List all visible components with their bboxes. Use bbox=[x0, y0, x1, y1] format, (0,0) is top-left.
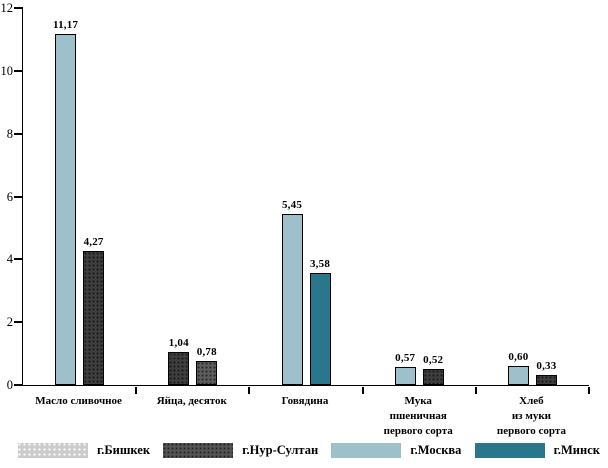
y-axis-tick bbox=[14, 7, 23, 9]
y-axis-tick-label: 4 bbox=[6, 252, 13, 267]
x-axis-tick bbox=[474, 387, 477, 394]
y-axis-tick-label: 0 bbox=[6, 378, 13, 392]
y-axis-tick-label: 8 bbox=[6, 126, 13, 141]
category-label: Говядина bbox=[281, 395, 329, 407]
category-group: 5,45 3,58 bbox=[249, 8, 362, 385]
legend-label: г.Минск bbox=[553, 443, 600, 457]
bar-г.Бишкек: 0,78 bbox=[196, 346, 218, 385]
bar-value-label: 4,27 bbox=[83, 235, 104, 248]
bar-value-label: 0,60 bbox=[508, 351, 529, 364]
x-labels-row: Масло сливочное Яйца, десяток Говядина Мука… bbox=[22, 394, 588, 439]
legend-label: г.Бишкек bbox=[97, 443, 151, 457]
y-axis-tick bbox=[14, 69, 23, 72]
category-label: Мука пшеничная первого сорта bbox=[383, 395, 453, 437]
legend-item: г.Бишкек bbox=[18, 443, 150, 458]
bar-г.Москва: 5,45 bbox=[281, 199, 303, 385]
category-label: Яйца, десяток bbox=[156, 395, 227, 407]
bar-г.Нур-Султан: 0,33 bbox=[535, 360, 557, 385]
legend-swatch bbox=[474, 443, 545, 458]
bar-value-label: 0,57 bbox=[395, 352, 416, 365]
bar-г.Нур-Султан: 0,52 bbox=[422, 354, 444, 385]
bar-г.Москва: 11,17 bbox=[53, 19, 78, 385]
bar-value-label: 5,45 bbox=[281, 198, 303, 211]
bars-row: 11,17 4,27 1,04 0,78 5,45 3,58 0,57 0,52 0,60 0,3… bbox=[23, 8, 589, 385]
y-axis-tick-label: 10 bbox=[0, 63, 14, 78]
chart-legend: г.Бишкек г.Нур-Султан г.Москва г.Минск bbox=[18, 443, 600, 458]
bar-г.Нур-Султан: 1,04 bbox=[168, 337, 190, 385]
category-group: 11,17 4,27 bbox=[23, 8, 136, 385]
bar-value-label: 0,52 bbox=[423, 353, 444, 366]
y-axis-tick-label: 2 bbox=[6, 315, 13, 330]
y-axis-tick bbox=[14, 321, 23, 324]
legend-label: г.Москва bbox=[410, 443, 462, 457]
legend-label: г.Нур-Султан bbox=[242, 443, 319, 457]
y-axis-tick bbox=[14, 195, 23, 198]
legend-item: г.Нур-Султан bbox=[163, 443, 318, 458]
legend-item: г.Минск bbox=[474, 443, 600, 458]
category-group: 1,04 0,78 bbox=[136, 8, 249, 385]
category-group: 0,60 0,33 bbox=[476, 8, 589, 385]
y-axis-tick-label: 12 bbox=[0, 1, 14, 15]
x-axis-tick bbox=[588, 387, 590, 394]
y-axis-tick bbox=[14, 258, 23, 261]
legend-swatch bbox=[331, 443, 402, 458]
y-axis-tick-label: 6 bbox=[6, 189, 13, 204]
x-axis-tick bbox=[361, 387, 364, 394]
bar-г.Москва: 0,60 bbox=[507, 351, 529, 385]
bar-value-label: 1,04 bbox=[168, 337, 189, 350]
legend-swatch bbox=[163, 443, 234, 458]
x-axis-tick bbox=[135, 387, 138, 394]
bar-value-label: 11,17 bbox=[53, 19, 79, 32]
x-axis-tick bbox=[248, 387, 251, 394]
plot-area: 11,17 4,27 1,04 0,78 5,45 3,58 0,57 0,52 0,60 0,3… bbox=[1, 1, 590, 394]
bar-value-label: 0,78 bbox=[196, 345, 217, 358]
bar-г.Нур-Султан: 4,27 bbox=[83, 236, 105, 385]
bar-value-label: 0,33 bbox=[536, 359, 557, 372]
category-label: Хлеб из муки первого сорта bbox=[496, 395, 566, 437]
category-group: 0,57 0,52 bbox=[363, 8, 476, 385]
legend-item: г.Москва bbox=[331, 443, 461, 458]
legend-swatch bbox=[18, 443, 88, 458]
y-axis-tick bbox=[14, 132, 23, 135]
y-axis-tick bbox=[14, 384, 23, 386]
bar-г.Минск: 3,58 bbox=[309, 258, 331, 385]
bar-г.Москва: 0,57 bbox=[394, 352, 416, 385]
category-label: Масло сливочное bbox=[35, 395, 122, 407]
bar-value-label: 3,58 bbox=[309, 257, 331, 270]
